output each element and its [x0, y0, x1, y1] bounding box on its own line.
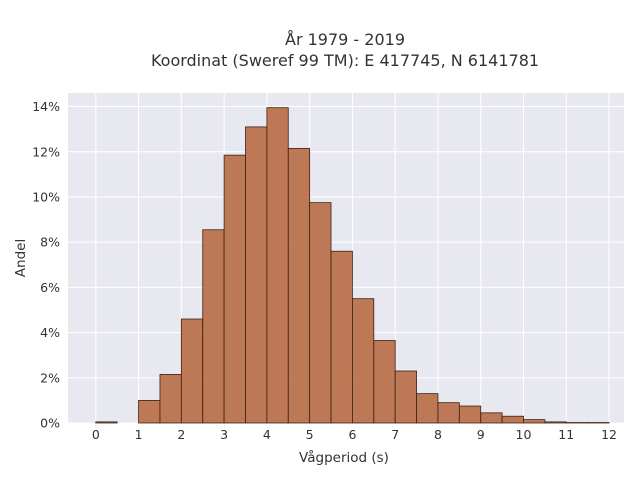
- x-tick-label: 8: [434, 427, 442, 442]
- histogram-bar: [480, 412, 503, 424]
- histogram-bar: [95, 421, 118, 424]
- y-tick-label: 0%: [40, 416, 60, 431]
- x-tick-label: 12: [601, 427, 617, 442]
- x-tick-label: 10: [516, 427, 532, 442]
- x-tick-label: 9: [477, 427, 485, 442]
- histogram-bar: [437, 402, 460, 424]
- y-axis-label: Andel: [13, 239, 29, 277]
- x-tick-label: 7: [391, 427, 399, 442]
- histogram-bar: [245, 126, 268, 424]
- histogram-bar: [458, 405, 482, 424]
- histogram-bar: [330, 250, 353, 424]
- histogram-bar: [138, 399, 161, 424]
- histogram-bar: [202, 229, 225, 424]
- x-tick-label: 3: [220, 427, 228, 442]
- y-tick-label: 2%: [40, 370, 60, 385]
- y-tick-label: 14%: [32, 99, 60, 114]
- histogram-bar: [394, 370, 417, 424]
- histogram-bar: [287, 147, 311, 424]
- y-tick-label: 10%: [32, 189, 60, 204]
- x-axis-label: Vågperiod (s): [299, 449, 389, 466]
- y-tick-label: 6%: [40, 280, 60, 295]
- histogram-bar: [223, 154, 246, 424]
- histogram-bar: [180, 318, 204, 424]
- x-tick-labels: 0 1 2 3 4 5 6 7 8 9 10 11 12: [92, 427, 617, 442]
- x-tick-label: 1: [135, 427, 143, 442]
- y-tick-labels: 0% 2% 4% 6% 8% 10% 12% 14%: [32, 99, 60, 430]
- x-tick-label: 0: [92, 427, 100, 442]
- chart-title-line-1: År 1979 - 2019: [285, 30, 405, 49]
- y-tick-label: 4%: [40, 325, 60, 340]
- histogram-bar: [309, 202, 332, 424]
- x-tick-label: 5: [306, 427, 314, 442]
- chart-title-line-2: Koordinat (Sweref 99 TM): E 417745, N 61…: [151, 51, 539, 70]
- y-tick-label: 12%: [32, 144, 60, 159]
- x-tick-label: 4: [263, 427, 271, 442]
- histogram-bar: [544, 421, 567, 424]
- x-tick-label: 6: [348, 427, 356, 442]
- histogram-bar: [416, 393, 439, 424]
- histogram-bar: [159, 374, 182, 424]
- bars: [95, 107, 610, 424]
- histogram-bar: [523, 419, 546, 424]
- histogram-bar: [501, 415, 524, 424]
- y-tick-label: 8%: [40, 235, 60, 250]
- histogram-bar: [373, 340, 396, 424]
- x-tick-label: 11: [558, 427, 574, 442]
- histogram-bar: [266, 107, 289, 424]
- x-tick-label: 2: [177, 427, 185, 442]
- histogram-bar: [352, 298, 375, 424]
